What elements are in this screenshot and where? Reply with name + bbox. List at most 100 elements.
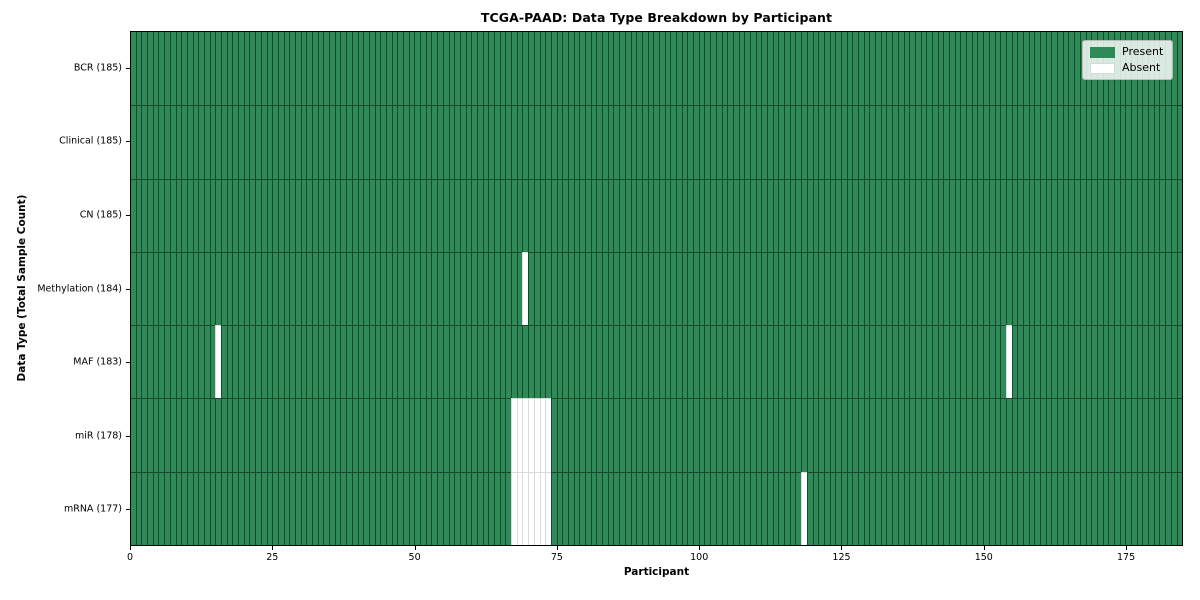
heatmap-cell — [357, 398, 364, 472]
heatmap-cell — [238, 105, 244, 179]
heatmap-cell — [892, 398, 898, 472]
heatmap-cell — [710, 251, 716, 326]
heatmap-cell — [988, 105, 995, 179]
heatmap-cell — [158, 325, 165, 399]
heatmap-cell — [624, 178, 631, 252]
heatmap-cell — [732, 32, 739, 106]
heatmap-cell — [198, 105, 204, 179]
heatmap-cell — [192, 251, 199, 326]
heatmap-cell — [1113, 178, 1120, 252]
heatmap-cell — [442, 325, 449, 399]
heatmap-cell — [1170, 251, 1177, 326]
heatmap-cell — [823, 32, 830, 106]
heatmap-cell — [1153, 398, 1160, 472]
heatmap-cell — [550, 471, 557, 545]
heatmap-cell — [1074, 325, 1080, 399]
heatmap-cell — [909, 178, 915, 252]
heatmap-cell — [1074, 398, 1080, 472]
heatmap-cell — [221, 105, 227, 179]
heatmap-cell — [1011, 251, 1018, 326]
heatmap-cell — [761, 251, 767, 326]
heatmap-cell — [1005, 178, 1012, 252]
heatmap-cell — [181, 178, 187, 252]
heatmap-cell — [175, 32, 182, 106]
heatmap-cell — [499, 178, 506, 252]
y-tick-label-cn: CN (185) — [79, 209, 122, 221]
heatmap-cell — [988, 471, 995, 545]
heatmap-cell — [693, 32, 699, 106]
heatmap-cell — [164, 471, 170, 545]
heatmap-cell — [903, 471, 910, 545]
heatmap-cell — [158, 251, 165, 326]
heatmap-cell — [1028, 471, 1035, 545]
heatmap-cell — [1045, 32, 1052, 106]
heatmap-cell — [272, 178, 278, 252]
heatmap-cell — [562, 32, 568, 106]
heatmap-cell — [806, 398, 813, 472]
heatmap-cell — [300, 471, 307, 545]
heatmap-cell — [528, 471, 534, 545]
heatmap-cell — [533, 325, 540, 399]
heatmap-cell — [198, 471, 204, 545]
heatmap-cell — [897, 325, 904, 399]
heatmap-cell — [1051, 325, 1058, 399]
heatmap-cell — [249, 32, 256, 106]
heatmap-cell — [1040, 32, 1046, 106]
heatmap-cell — [556, 398, 563, 472]
heatmap-cell — [198, 32, 204, 106]
heatmap-cell — [238, 398, 244, 472]
heatmap-cell — [203, 251, 210, 326]
heatmap-cell — [1102, 178, 1109, 252]
heatmap-row-clinical — [131, 105, 1183, 179]
heatmap-cell — [863, 178, 870, 252]
heatmap-cell — [704, 105, 711, 179]
heatmap-cell — [641, 471, 648, 545]
heatmap-cell — [312, 251, 318, 326]
heatmap-cell — [175, 105, 182, 179]
heatmap-cell — [806, 32, 813, 106]
heatmap-cell — [602, 471, 608, 545]
heatmap-cell — [988, 325, 995, 399]
heatmap-cell — [505, 178, 512, 252]
heatmap-cell — [363, 251, 369, 326]
heatmap-cell — [351, 471, 358, 545]
heatmap-cell — [511, 398, 517, 472]
heatmap-cell — [1011, 398, 1018, 472]
heatmap-cell — [926, 471, 932, 545]
heatmap-cell — [272, 105, 278, 179]
heatmap-cell — [806, 105, 813, 179]
chart-title: TCGA-PAAD: Data Type Breakdown by Partic… — [480, 10, 833, 25]
heatmap-cell — [425, 178, 432, 252]
heatmap-cell — [391, 32, 398, 106]
heatmap-cell — [283, 325, 290, 399]
heatmap-cell — [408, 398, 415, 472]
heatmap-cell — [1091, 471, 1097, 545]
heatmap-cell — [812, 251, 819, 326]
heatmap-cell — [738, 32, 745, 106]
heatmap-cell — [994, 105, 1001, 179]
heatmap-cell — [784, 325, 790, 399]
heatmap-cell — [715, 398, 722, 472]
heatmap-cell — [983, 105, 989, 179]
heatmap-cell — [988, 251, 995, 326]
heatmap-cell — [465, 471, 472, 545]
heatmap-cell — [539, 251, 546, 326]
heatmap-cell — [1096, 325, 1103, 399]
heatmap-cell — [909, 398, 915, 472]
heatmap-cell — [306, 251, 312, 326]
heatmap-cell — [1079, 325, 1086, 399]
heatmap-cell — [1165, 398, 1171, 472]
heatmap-cell — [1165, 325, 1171, 399]
y-tick-label-maf: MAF (183) — [73, 356, 122, 368]
heatmap-cell — [869, 471, 876, 545]
heatmap-cell — [152, 105, 159, 179]
heatmap-cell — [1034, 32, 1040, 106]
heatmap-cell — [1051, 178, 1058, 252]
heatmap-cell — [823, 105, 830, 179]
heatmap-cell — [647, 32, 654, 106]
heatmap-cell — [408, 325, 415, 399]
heatmap-cell — [266, 178, 273, 252]
heatmap-cell — [255, 325, 261, 399]
heatmap-cell — [1045, 471, 1052, 545]
heatmap-cell — [516, 32, 523, 106]
